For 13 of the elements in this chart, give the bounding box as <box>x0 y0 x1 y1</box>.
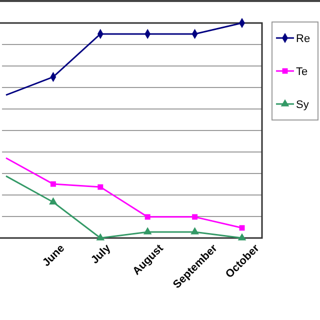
point <box>96 233 105 240</box>
point <box>238 233 246 240</box>
point <box>190 227 199 234</box>
point <box>98 184 104 190</box>
legend-label: Te <box>296 66 308 78</box>
point <box>50 181 56 187</box>
point <box>239 225 245 231</box>
point <box>144 214 150 220</box>
legend-label: Re <box>296 33 310 45</box>
point <box>143 227 152 234</box>
point <box>49 197 58 204</box>
point <box>192 214 198 220</box>
legend-label: Sy <box>296 99 310 111</box>
